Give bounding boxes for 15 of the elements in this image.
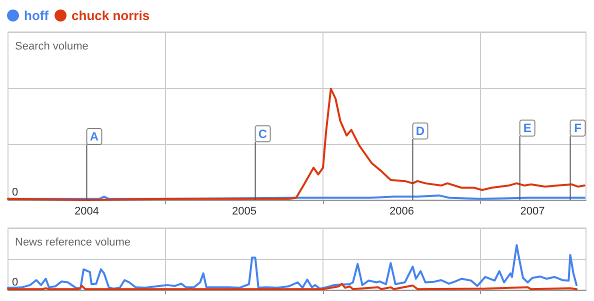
ref-line-label: D [416,124,425,138]
legend-label: hoff [24,8,50,23]
ref-line-label: A [90,130,99,144]
x-tick-label: 2005 [232,206,256,218]
x-tick-label: 2007 [520,206,545,218]
x-tick-label: 2006 [389,206,414,218]
chart-title: Search volume [15,40,88,52]
annotation: 0 [12,276,18,288]
legend-label: chuck norris [72,8,150,23]
chart-title: News reference volume [15,236,131,248]
ref-line-label: E [523,121,532,136]
x-tick-label: 2004 [74,206,99,218]
ref-line-label: F [574,121,582,136]
ref-line-label: C [258,126,268,141]
annotation: 0 [12,186,18,198]
